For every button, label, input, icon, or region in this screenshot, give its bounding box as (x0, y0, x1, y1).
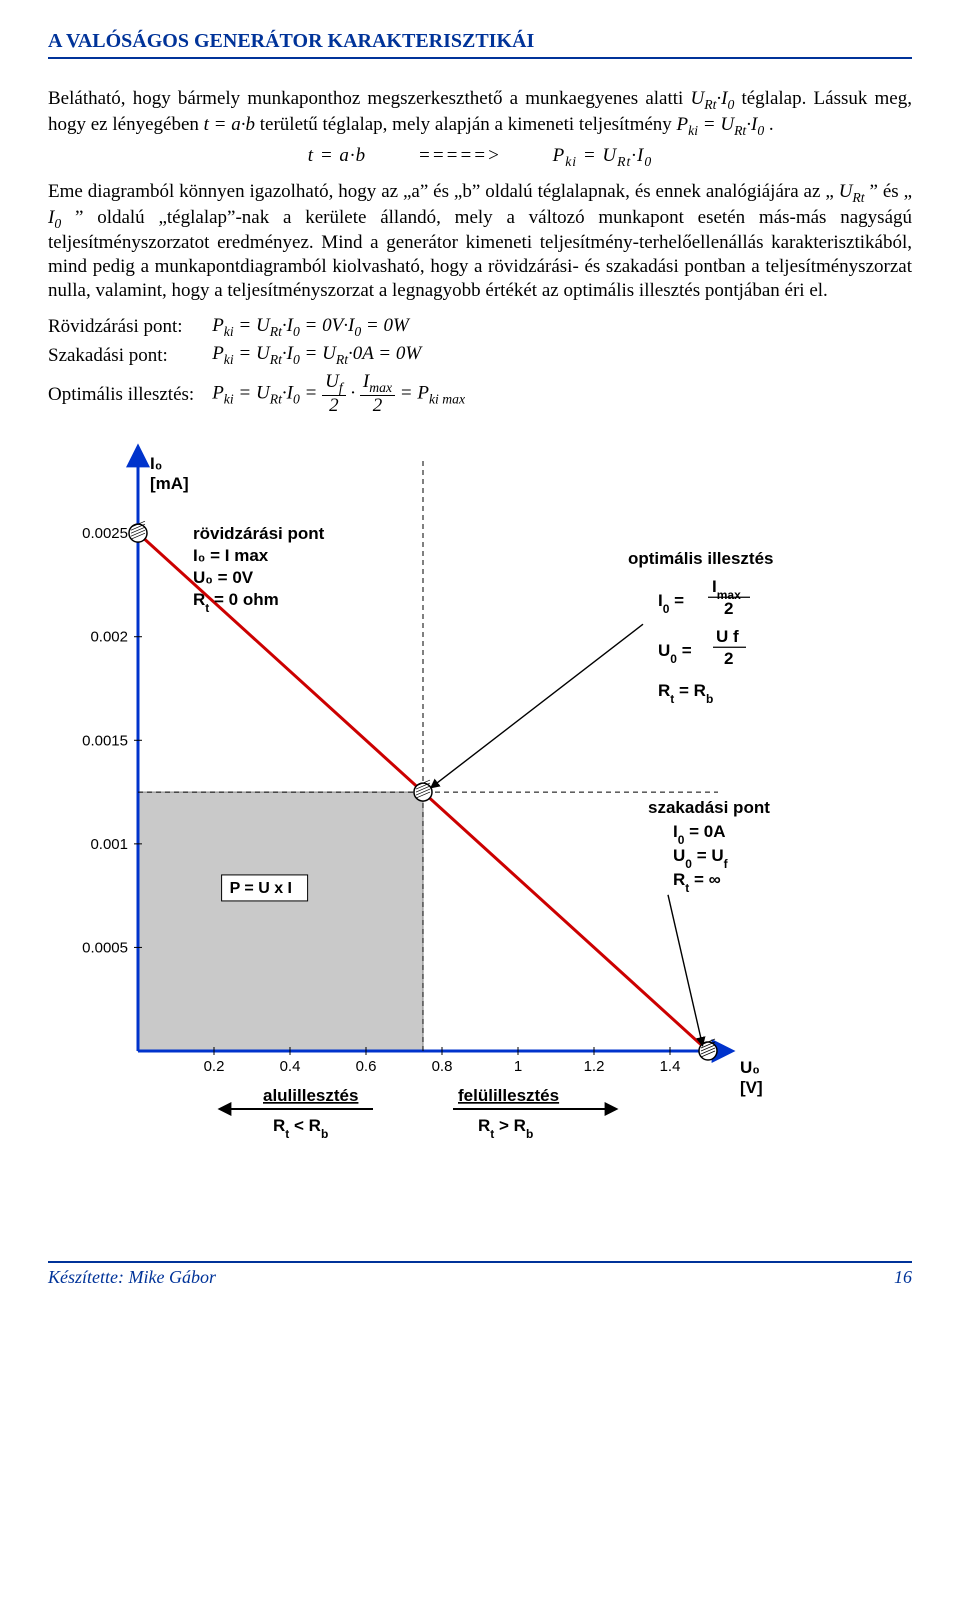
generator-chart: 0.2 0.4 0.6 0.8 1 1.2 1.4 0.0005 0.001 0.0015 0.00… (48, 441, 912, 1221)
svg-text:I0 = 0A: I0 = 0A (673, 822, 726, 847)
svg-text:felülillesztés: felülillesztés (458, 1086, 559, 1105)
p3-eq2: I0 (48, 207, 61, 228)
svg-text:Rt = Rb: Rt = Rb (658, 681, 713, 706)
table-row: Optimális illesztés: Pki = URt·I0 = Uf2 … (48, 370, 483, 419)
svg-text:0.0015: 0.0015 (82, 732, 128, 749)
page-header-title: A VALÓSÁGOS GENERÁTOR KARAKTERISZTIKÁI (48, 30, 912, 53)
svg-text:0.4: 0.4 (280, 1058, 301, 1075)
center-equation: t = a·b =====> Pki = URt·I0 (48, 145, 912, 170)
footer-rule (48, 1261, 912, 1263)
svg-text:U₀ = 0V: U₀ = 0V (193, 568, 254, 587)
p2c: . (769, 114, 774, 135)
svg-text:[mA]: [mA] (150, 474, 189, 493)
p1b: téglalap. (741, 88, 806, 109)
svg-text:2: 2 (724, 599, 733, 618)
svg-text:I0 =: I0 = (658, 591, 684, 616)
table-row: Szakadási pont: Pki = URt·I0 = URt·0A = … (48, 341, 483, 370)
svg-text:0.0005: 0.0005 (82, 939, 128, 956)
svg-text:[V]: [V] (740, 1078, 763, 1097)
p3c: ” oldalú „téglalap”-nak a kerülete állan… (48, 207, 912, 301)
svg-text:1.4: 1.4 (660, 1058, 681, 1075)
svg-text:1.2: 1.2 (584, 1058, 605, 1075)
row3-eq: Pki = URt·I0 = Uf2 · Imax2 = Pki max (212, 370, 483, 419)
svg-text:Rt = ∞: Rt = ∞ (673, 870, 721, 895)
svg-text:I₀ = I max: I₀ = I max (193, 546, 269, 565)
svg-text:0.001: 0.001 (90, 836, 128, 853)
row2-eq: Pki = URt·I0 = URt·0A = 0W (212, 341, 483, 370)
row3-label: Optimális illesztés: (48, 370, 212, 419)
svg-text:1: 1 (514, 1058, 522, 1075)
p1-eq: URt·I0 (690, 88, 734, 109)
p2b: területű téglalap, mely alapján a kimene… (260, 114, 677, 135)
svg-text:U0 =: U0 = (658, 641, 692, 666)
svg-text:rövidzárási pont: rövidzárási pont (193, 524, 325, 543)
svg-text:I₀: I₀ (150, 454, 162, 473)
paragraph-1: Belátható, hogy bármely munkaponthoz meg… (48, 87, 912, 139)
p2-eq1: t = a·b (204, 114, 255, 135)
p1a: Belátható, hogy bármely munkaponthoz meg… (48, 88, 690, 109)
paragraph-3: Eme diagramból könnyen igazolható, hogy … (48, 180, 912, 303)
svg-text:Rt > Rb: Rt > Rb (478, 1116, 533, 1141)
svg-text:U0 = Uf: U0 = Uf (673, 846, 729, 871)
svg-text:P = U x I: P = U x I (230, 880, 292, 897)
svg-text:U f: U f (716, 627, 739, 646)
p3b: ” és „ (870, 181, 913, 202)
svg-text:szakadási pont: szakadási pont (648, 798, 770, 817)
svg-text:0.8: 0.8 (432, 1058, 453, 1075)
footer-page: 16 (894, 1267, 912, 1288)
svg-text:2: 2 (724, 649, 733, 668)
row1-eq: Pki = URt·I0 = 0V·I0 = 0W (212, 313, 483, 342)
svg-text:0.002: 0.002 (90, 629, 128, 646)
svg-text:Rt < Rb: Rt < Rb (273, 1116, 328, 1141)
svg-text:0.2: 0.2 (204, 1058, 225, 1075)
row2-label: Szakadási pont: (48, 341, 212, 370)
svg-text:U₀: U₀ (740, 1058, 760, 1077)
svg-text:alulillesztés: alulillesztés (263, 1086, 358, 1105)
row1-label: Rövidzárási pont: (48, 313, 212, 342)
page-footer: Készítette: Mike Gábor 16 (48, 1267, 912, 1288)
p3-eq1: URt (839, 181, 865, 202)
p3a: Eme diagramból könnyen igazolható, hogy … (48, 181, 834, 202)
footer-author: Készítette: Mike Gábor (48, 1267, 216, 1288)
table-row: Rövidzárási pont: Pki = URt·I0 = 0V·I0 =… (48, 313, 483, 342)
svg-text:0.0025: 0.0025 (82, 525, 128, 542)
equations-table: Rövidzárási pont: Pki = URt·I0 = 0V·I0 =… (48, 313, 483, 419)
header-rule (48, 57, 912, 59)
chart-svg: 0.2 0.4 0.6 0.8 1 1.2 1.4 0.0005 0.001 0.0015 0.00… (48, 441, 908, 1221)
svg-text:optimális illesztés: optimális illesztés (628, 549, 774, 568)
svg-text:0.6: 0.6 (356, 1058, 377, 1075)
p2-eq2: Pki = URt·I0 (677, 114, 765, 135)
